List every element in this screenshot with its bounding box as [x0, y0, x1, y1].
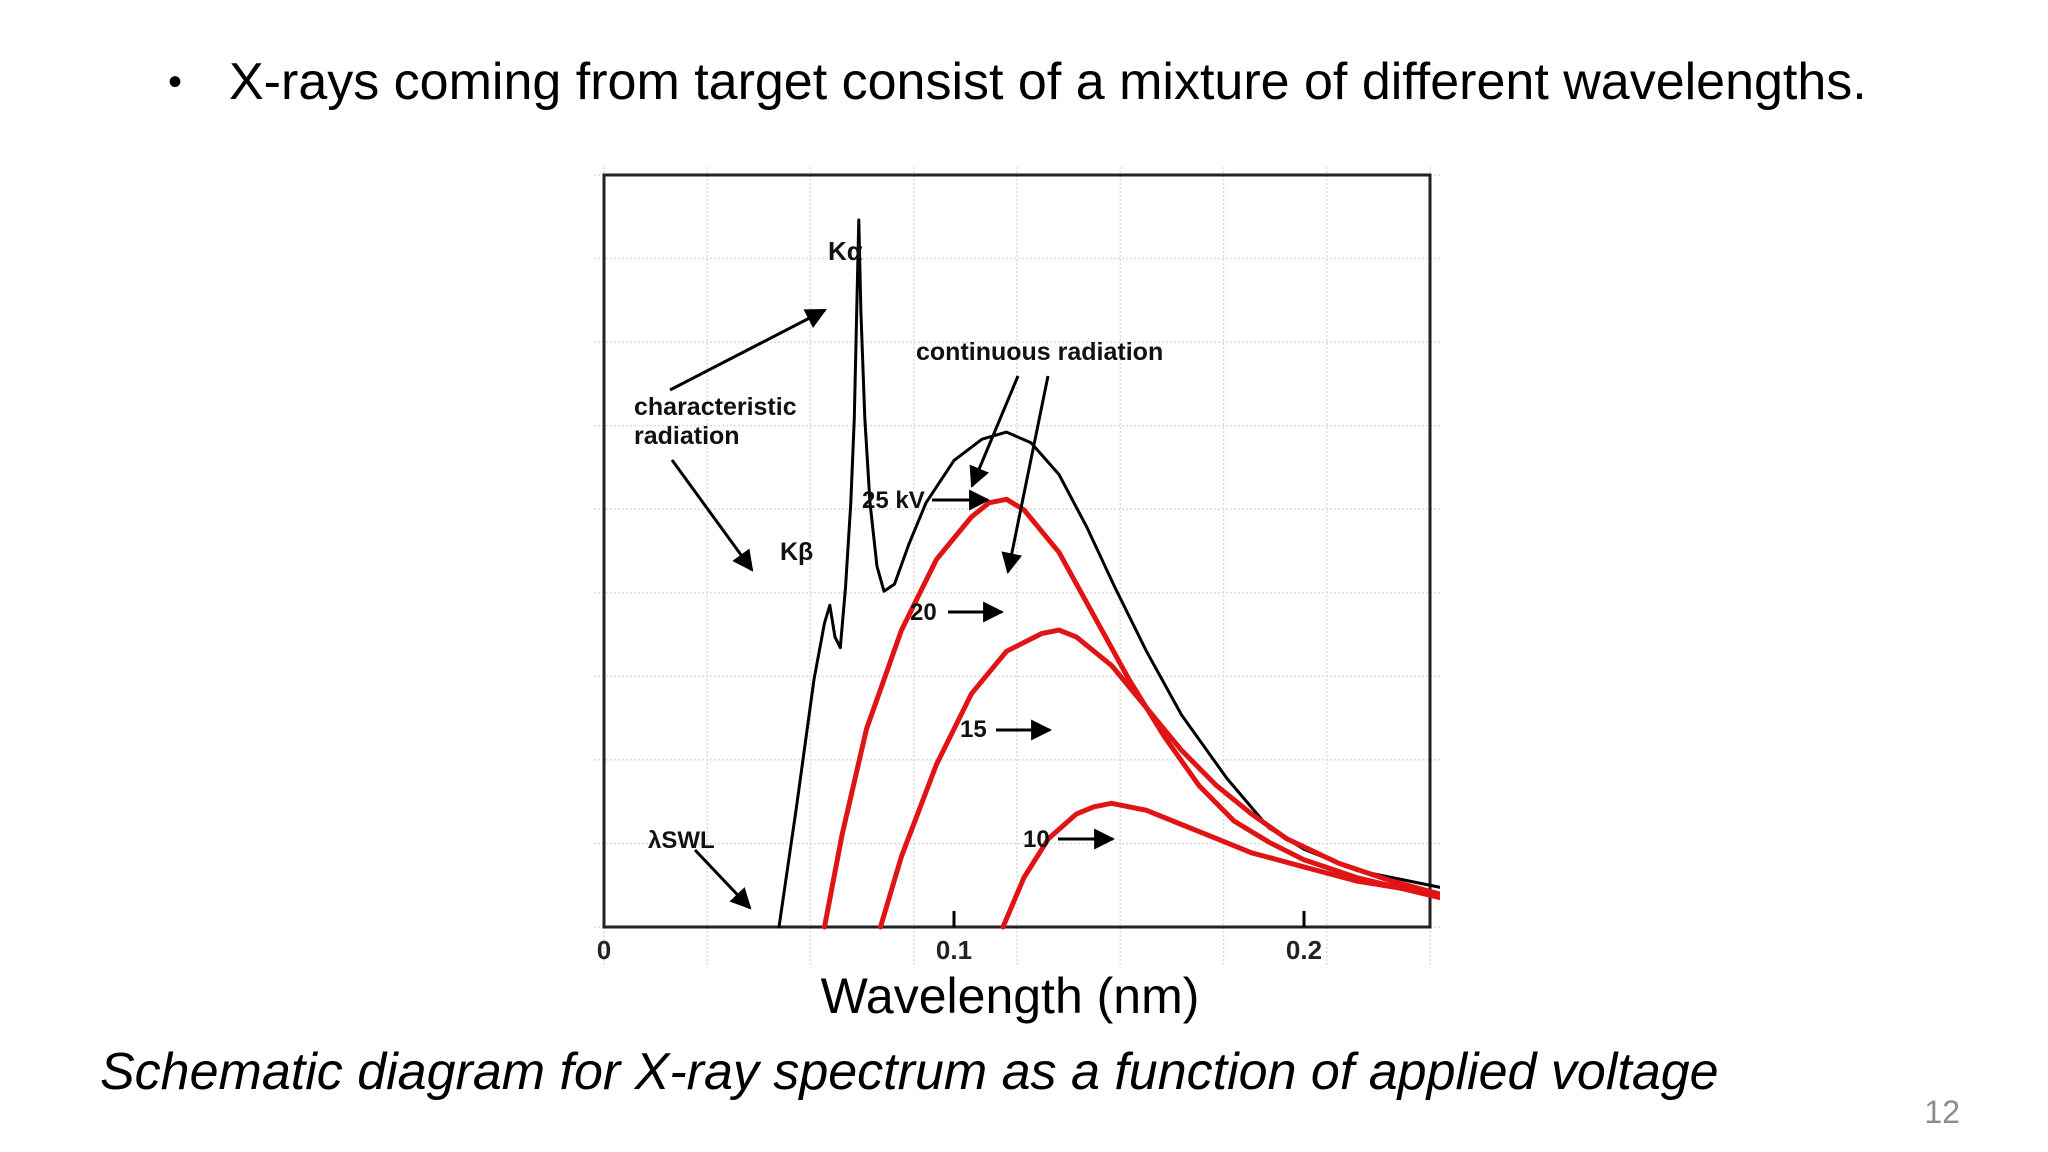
arrow-to-lambda-swl: [693, 848, 752, 910]
series-line-20: [822, 496, 1440, 930]
characteristic-label: characteristic: [634, 393, 797, 421]
label-10kv: 10: [1023, 826, 1050, 853]
x-tick-label: 0.2: [1286, 935, 1322, 965]
arrow-continuous-2: [1001, 375, 1050, 575]
k-alpha-label: Kα: [828, 236, 863, 266]
x-axis-label: Wavelength (nm): [820, 968, 1200, 1024]
series-line-25-kv: [777, 218, 1440, 929]
figure-caption: Schematic diagram for X-ray spectrum as …: [100, 1043, 1719, 1101]
label-15kv: 15: [960, 716, 987, 743]
arrow-continuous-1: [969, 375, 1020, 488]
arrow-to-k-beta: [670, 459, 754, 572]
label-25kv: 25 kV: [862, 487, 925, 514]
lambda-swl-label: λSWL: [648, 827, 715, 854]
x-tick-label: 0: [597, 935, 611, 965]
series-line-15: [878, 627, 1440, 930]
continuous-radiation-label: continuous radiation: [916, 338, 1163, 366]
radiation-label: radiation: [634, 422, 740, 450]
grid: [594, 167, 1440, 967]
xray-spectrum-figure: 0 0.1 0.2 Kα characteristic radiation Kβ conti…: [580, 160, 1440, 970]
label-20kv: 20: [910, 599, 937, 626]
k-beta-label: Kβ: [780, 538, 813, 566]
series-line-10: [1000, 800, 1440, 930]
series-layer: [777, 218, 1440, 930]
bullet-dot-icon: •: [168, 60, 183, 104]
bullet-text: X-rays coming from target consist of a m…: [229, 53, 1867, 111]
arrow-to-k-alpha: [669, 308, 827, 392]
x-tick-label: 0.1: [936, 935, 972, 965]
page-number: 12: [1924, 1094, 1960, 1130]
x-axis: 0 0.1 0.2: [597, 911, 1322, 965]
plot-frame: [602, 173, 1432, 929]
